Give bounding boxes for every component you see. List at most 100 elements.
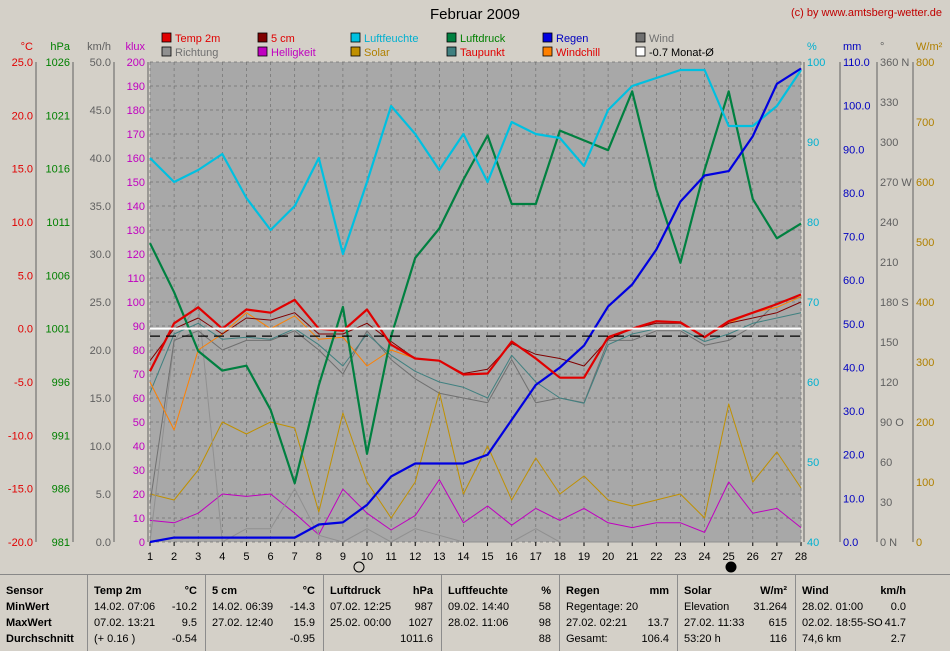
x-tick-label: 11 xyxy=(385,551,396,563)
stats-wind-max: 41.7 xyxy=(884,617,906,629)
mm-tick-label: 70.0 xyxy=(843,232,864,244)
hpa-tick-label: 1021 xyxy=(46,110,70,122)
klux-tick-label: 190 xyxy=(127,81,145,93)
kmh-tick-label: 0.0 xyxy=(96,537,111,549)
temp-axis-label: °C xyxy=(21,41,33,53)
klux-tick-label: 20 xyxy=(133,489,145,501)
stats-rain-unit: mm xyxy=(649,585,669,597)
copyright: (c) by www.amtsberg-wetter.de xyxy=(791,7,942,19)
mm-tick-label: 90.0 xyxy=(843,144,864,156)
temp-tick-label: 10.0 xyxy=(12,217,33,229)
stats-solar-unit: W/m² xyxy=(760,585,787,597)
x-tick-label: 22 xyxy=(650,551,662,563)
stats-5cm-max-time: 27.02. 12:40 xyxy=(212,617,274,629)
klux-tick-label: 70 xyxy=(133,369,145,381)
mm-tick-label: 30.0 xyxy=(843,406,864,418)
stats-humidity-max-time: 28.02. 11:06 xyxy=(448,617,509,629)
deg-tick-label: 360 N xyxy=(880,57,909,69)
deg-tick-label: 150 xyxy=(880,337,898,349)
stats-solar-hours: 53:20 h xyxy=(684,633,721,645)
stats-humidity-header: Luftfeuchte xyxy=(448,585,508,597)
stats-col-rain: Regen mm Regentage: 20 27.02. 02:21 13.7 G… xyxy=(560,575,678,651)
legend-label: Richtung xyxy=(175,47,218,59)
stats-temp-avg-diff: (+ 0.16 ) xyxy=(94,633,136,645)
deg-axis-label: ° xyxy=(880,41,884,53)
legend-label: 5 cm xyxy=(271,33,295,45)
stats-5cm-max: 15.9 xyxy=(293,617,315,629)
legend-swatch xyxy=(257,32,268,43)
pct-axis-label: % xyxy=(807,41,817,53)
series-temp-2m xyxy=(149,293,802,379)
stats-col-sensor: Sensor MinWert MaxWert Durchschnitt xyxy=(0,575,88,651)
x-tick-label: 8 xyxy=(316,551,322,563)
klux-tick-label: 170 xyxy=(127,129,145,141)
x-tick-label: 15 xyxy=(481,551,493,563)
x-tick-label: 4 xyxy=(219,551,225,563)
stats-5cm-min-time: 14.02. 06:39 xyxy=(212,601,274,613)
klux-tick-label: 140 xyxy=(127,201,145,213)
kmh-tick-label: 5.0 xyxy=(96,489,111,501)
stats-table: Sensor MinWert MaxWert Durchschnitt Temp… xyxy=(0,574,950,651)
stats-rain-max-time: 27.02. 02:21 xyxy=(566,617,628,629)
full-moon-icon xyxy=(353,561,365,573)
kmh-tick-label: 30.0 xyxy=(90,249,111,261)
legend-swatch xyxy=(635,32,646,43)
stats-solar-header: Solar xyxy=(684,585,712,597)
klux-tick-label: 180 xyxy=(127,105,145,117)
klux-tick-label: 130 xyxy=(127,225,145,237)
stats-temp-max-time: 07.02. 13:21 xyxy=(94,617,156,629)
temp-tick-label: 20.0 xyxy=(12,110,33,122)
legend-label: Solar xyxy=(364,47,390,59)
x-tick-label: 12 xyxy=(409,551,421,563)
stats-humidity-max: 98 xyxy=(538,617,551,629)
x-tick-label: 5 xyxy=(243,551,249,563)
x-tick-label: 27 xyxy=(771,551,783,563)
x-tick-label: 26 xyxy=(747,551,759,563)
stats-pressure-header: Luftdruck xyxy=(330,585,381,597)
stats-col-humidity: Luftfeuchte% 09.02. 14:40 58 28.02. 11:06… xyxy=(442,575,560,651)
wm2-tick-label: 800 xyxy=(916,57,934,69)
moon-phases xyxy=(353,561,737,573)
stats-pressure-min: 987 xyxy=(414,601,433,613)
x-tick-label: 28 xyxy=(795,551,807,563)
temp-tick-label: -5.0 xyxy=(14,377,33,389)
deg-tick-label: 330 xyxy=(880,97,898,109)
temp-tick-label: -10.0 xyxy=(8,430,33,442)
temp-tick-label: 5.0 xyxy=(18,270,33,282)
wm2-tick-label: 500 xyxy=(916,237,934,249)
wm2-tick-label: 0 xyxy=(916,537,922,549)
chart-title: Februar 2009 xyxy=(429,6,521,23)
stats-pressure-min-time: 07.02. 12:25 xyxy=(330,601,392,613)
legend-swatch xyxy=(446,46,457,57)
kmh-axis-label: km/h xyxy=(87,41,111,53)
temp-tick-label: -20.0 xyxy=(8,537,33,549)
stats-humidity-min: 58 xyxy=(538,601,551,613)
legend-swatch xyxy=(161,46,172,57)
legend-swatch xyxy=(635,46,646,57)
chart-legend: Temp 2m 5 cm Luftfeuchte Luftdruck Regen Wind… xyxy=(161,32,714,59)
mm-tick-label: 80.0 xyxy=(843,188,864,200)
x-tick-label: 19 xyxy=(578,551,590,563)
deg-tick-label: 300 xyxy=(880,137,898,149)
klux-tick-label: 100 xyxy=(127,297,145,309)
hpa-tick-label: 1026 xyxy=(46,57,70,69)
klux-tick-label: 40 xyxy=(133,441,145,453)
wm2-tick-label: 100 xyxy=(916,477,934,489)
klux-tick-label: 30 xyxy=(133,465,145,477)
series-helligkeit xyxy=(149,479,802,536)
pct-tick-label: 40 xyxy=(807,537,819,549)
legend-label: Temp 2m xyxy=(175,33,220,45)
stats-wind-avg: 2.7 xyxy=(890,633,906,645)
stats-humidity-unit: % xyxy=(541,585,551,597)
stats-solar-elevation-label: Elevation xyxy=(684,601,730,613)
kmh-tick-label: 25.0 xyxy=(90,297,111,309)
stats-temp-max: 9.5 xyxy=(181,617,197,629)
legend-swatch xyxy=(446,32,457,43)
grid-lines xyxy=(149,61,802,543)
mm-tick-label: 60.0 xyxy=(843,275,864,287)
deg-tick-label: 90 O xyxy=(880,417,904,429)
hpa-tick-label: 996 xyxy=(52,377,70,389)
chart-series xyxy=(149,67,802,544)
legend-swatch xyxy=(350,46,361,57)
klux-tick-label: 0 xyxy=(139,537,145,549)
